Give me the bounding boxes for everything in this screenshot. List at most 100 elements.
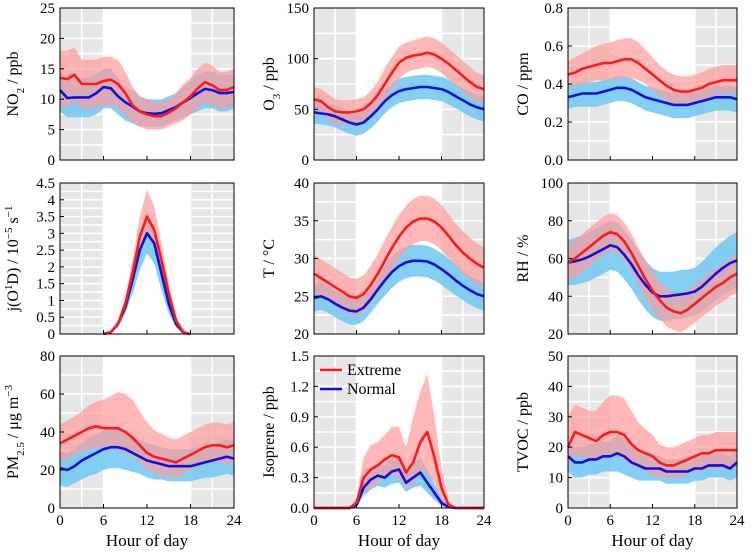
x-tick-label: 24 xyxy=(730,513,746,529)
y-tick-label: 60 xyxy=(548,252,563,268)
y-axis-label-part: / ppb xyxy=(5,51,22,87)
y-tick-label: 1.5 xyxy=(36,277,55,293)
x-tick-label: 18 xyxy=(434,513,449,529)
y-tick-label: 0.0 xyxy=(544,153,563,169)
y-tick-label: 0.0 xyxy=(290,501,309,517)
panel-isoprene: 0.0 0.3 0.6 0.9 1.2 1.5 0 6 12 18 24 Hour of day Iso… xyxy=(261,349,492,550)
panel-co: 0.0 0.2 0.4 0.6 0.8 CO / ppm xyxy=(515,1,738,169)
series-line-normal xyxy=(59,445,235,472)
y-axis-label-part: −3 xyxy=(3,384,15,396)
y-tick-label: 25 xyxy=(294,289,309,305)
series-line-extreme xyxy=(59,425,235,464)
y-tick-label: 0.6 xyxy=(544,39,563,55)
y-tick-label: 4 xyxy=(48,193,56,209)
series-line-normal xyxy=(313,85,485,126)
series-line-extreme xyxy=(567,230,738,315)
y-tick-label: 2 xyxy=(48,260,56,276)
y-axis-label: PM2.5 / μg m−3 xyxy=(3,384,27,479)
y-tick-label: 0 xyxy=(48,153,56,169)
y-tick-label: 25 xyxy=(40,1,55,17)
y-tick-label: 20 xyxy=(294,327,309,343)
x-tick-label: 24 xyxy=(227,513,243,529)
y-axis-label: TVOC / ppb xyxy=(515,392,532,472)
y-tick-label: 60 xyxy=(40,387,55,403)
y-axis-label-part: Isoprene / ppb xyxy=(261,386,278,478)
y-tick-label: 40 xyxy=(548,289,563,305)
x-tick-label: 0 xyxy=(56,513,64,529)
x-tick-label: 0 xyxy=(564,513,572,529)
y-tick-label: 10 xyxy=(548,471,563,487)
panel-rh: 20 40 60 80 100 RH / % xyxy=(515,176,738,343)
y-tick-label: 3.5 xyxy=(36,210,55,226)
x-tick-label: 6 xyxy=(607,513,615,529)
x-tick-label: 12 xyxy=(645,513,660,529)
panel-tvoc: 0 10 20 30 40 50 0 6 12 18 24 Hour of day TVOC / ppb xyxy=(515,349,745,550)
series-line-normal xyxy=(567,452,738,473)
y-tick-label: 40 xyxy=(40,425,55,441)
y-axis-label-part: 2 xyxy=(15,88,27,94)
series-line-extreme xyxy=(59,73,235,118)
y-tick-label: 30 xyxy=(294,252,309,268)
y-tick-label: 80 xyxy=(548,214,563,230)
y-axis-label: Isoprene / ppb xyxy=(261,386,278,478)
y-axis-label-part: 1 xyxy=(3,285,15,291)
band-extreme xyxy=(60,47,234,130)
series-line-extreme xyxy=(567,58,737,93)
band-normal xyxy=(314,455,484,508)
y-tick-label: 10 xyxy=(40,92,55,108)
y-axis-label: j(O1D) / 10−5 s−1 xyxy=(3,206,22,313)
y-tick-label: 40 xyxy=(294,176,309,192)
band-extreme xyxy=(568,38,737,105)
panel-temp: 20 25 30 35 40 T / °C xyxy=(261,176,485,343)
y-axis-label-part: j(O xyxy=(5,290,22,312)
y-tick-label: 30 xyxy=(548,410,563,426)
y-tick-label: 150 xyxy=(287,1,310,17)
y-tick-label: 4.5 xyxy=(36,176,55,192)
y-axis-label-part: −1 xyxy=(3,206,15,218)
y-axis-label: CO / ppm xyxy=(515,52,532,116)
series-line-normal xyxy=(567,86,738,107)
y-tick-label: 0.2 xyxy=(544,115,563,131)
y-tick-label: 0.6 xyxy=(290,440,309,456)
y-tick-label: 0.4 xyxy=(544,77,563,93)
y-tick-label: 100 xyxy=(287,52,310,68)
x-tick-label: 18 xyxy=(183,513,198,529)
y-tick-label: 1.5 xyxy=(290,349,309,365)
y-axis-label-part: −5 xyxy=(3,227,15,239)
series-line-normal xyxy=(313,259,485,313)
x-tick-label: 0 xyxy=(310,513,318,529)
y-tick-label: 0.5 xyxy=(36,310,55,326)
y-tick-label: 40 xyxy=(548,379,563,395)
panel-o3: 0 50 100 150 O3 / ppb xyxy=(261,1,485,169)
band-normal xyxy=(568,76,737,119)
y-tick-label: 2.5 xyxy=(36,243,55,259)
x-tick-label: 6 xyxy=(100,513,108,529)
y-axis-label-part: CO / ppm xyxy=(515,52,532,116)
y-tick-label: 35 xyxy=(294,214,309,230)
y-tick-label: 20 xyxy=(40,31,55,47)
y-tick-label: 0 xyxy=(48,501,56,517)
y-tick-label: 20 xyxy=(548,327,563,343)
y-tick-label: 3 xyxy=(48,226,56,242)
panel-pm25: 0 20 40 60 80 0 6 12 18 24 Hour of day PM2.5 / μg m… xyxy=(3,349,242,550)
y-tick-label: 20 xyxy=(548,440,563,456)
y-tick-label: 50 xyxy=(548,349,563,365)
y-axis-label: O3 / ppb xyxy=(261,57,283,111)
x-axis-label: Hour of day xyxy=(611,531,694,550)
band-extreme xyxy=(314,374,484,508)
y-tick-label: 15 xyxy=(40,62,55,78)
x-axis-label: Hour of day xyxy=(358,531,441,550)
y-tick-label: 100 xyxy=(541,176,564,192)
series-line-extreme xyxy=(103,215,191,336)
legend: Extreme Normal xyxy=(320,362,401,398)
x-tick-label: 12 xyxy=(140,513,155,529)
x-tick-label: 18 xyxy=(687,513,702,529)
x-tick-label: 12 xyxy=(392,513,407,529)
y-axis-label-part: / ppb xyxy=(261,57,278,93)
y-tick-label: 0.9 xyxy=(290,410,309,426)
y-tick-label: 1 xyxy=(48,293,56,309)
y-axis-label-part: RH / % xyxy=(515,235,532,283)
x-axis-label: Hour of day xyxy=(106,531,189,550)
series-line-extreme xyxy=(566,430,737,467)
y-tick-label: 0 xyxy=(302,153,310,169)
